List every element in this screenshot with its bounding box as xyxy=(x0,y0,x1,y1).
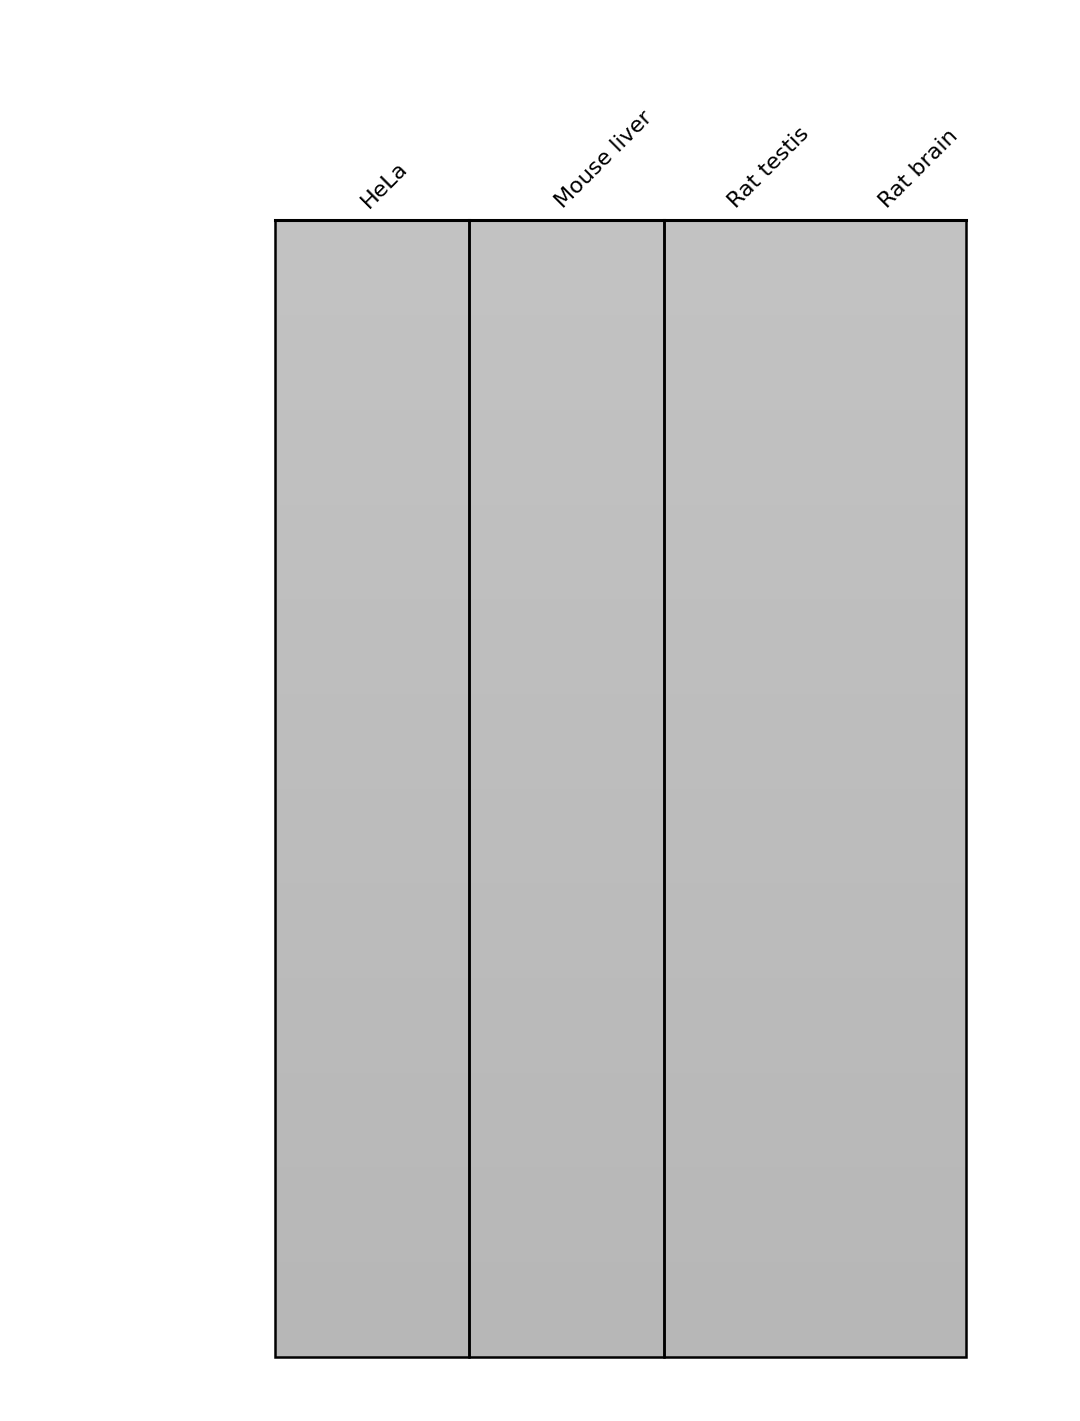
Text: Rat brain: Rat brain xyxy=(876,126,962,212)
Bar xyxy=(275,220,469,1357)
Bar xyxy=(469,220,664,1357)
Text: Mouse liver: Mouse liver xyxy=(552,108,657,212)
Text: HeLa: HeLa xyxy=(357,158,411,212)
Text: Rat testis: Rat testis xyxy=(725,124,813,212)
Bar xyxy=(664,220,966,1357)
